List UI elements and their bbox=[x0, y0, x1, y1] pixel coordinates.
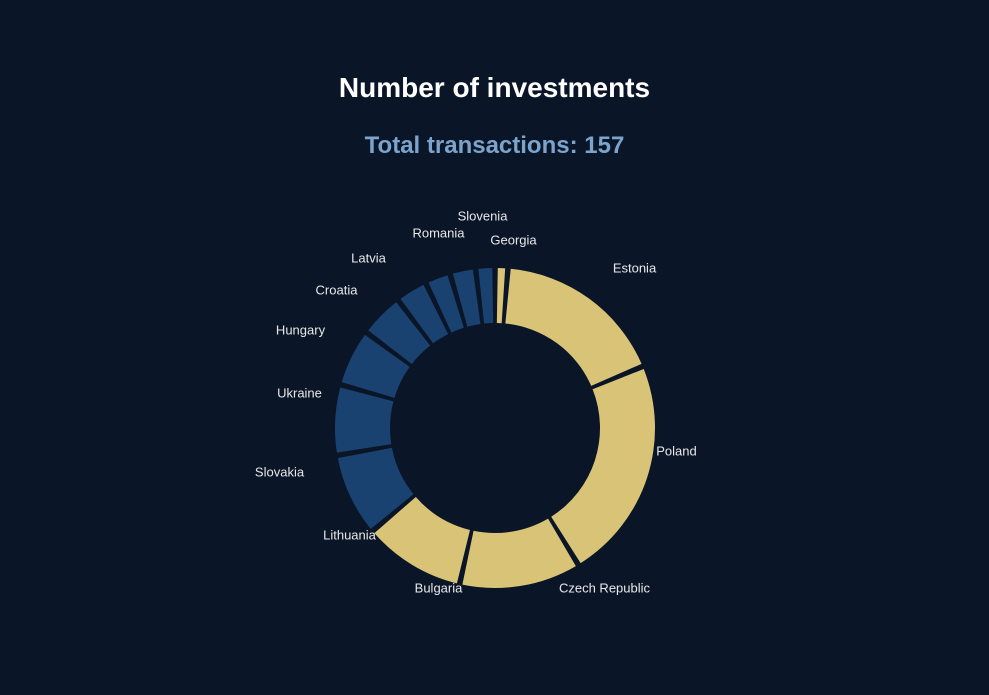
slice-label: Ukraine bbox=[277, 386, 322, 401]
chart-container: Number of investments Total transactions… bbox=[0, 0, 989, 695]
donut-svg bbox=[245, 208, 745, 648]
slice-label: Slovenia bbox=[458, 209, 508, 224]
donut-slice bbox=[335, 387, 393, 452]
slice-label: Hungary bbox=[276, 323, 325, 338]
slice-label: Lithuania bbox=[323, 528, 376, 543]
donut-slice bbox=[505, 269, 641, 386]
donut-slice bbox=[478, 268, 493, 324]
donut-chart: Georgia Estonia Poland Czech Republic Bulgar… bbox=[245, 208, 745, 648]
donut-slice bbox=[462, 519, 576, 588]
chart-title: Number of investments bbox=[339, 72, 650, 104]
slice-label: Slovakia bbox=[255, 465, 304, 480]
slice-label: Croatia bbox=[316, 283, 358, 298]
slice-label: Romania bbox=[412, 226, 464, 241]
slice-label: Estonia bbox=[613, 261, 656, 276]
donut-slice bbox=[551, 369, 655, 563]
donut-slice bbox=[496, 268, 504, 323]
slice-label: Czech Republic bbox=[559, 581, 650, 596]
slice-label: Poland bbox=[656, 444, 696, 459]
slice-label: Latvia bbox=[351, 251, 386, 266]
slice-label: Georgia bbox=[490, 233, 536, 248]
slice-label: Bulgaria bbox=[415, 581, 463, 596]
chart-subtitle: Total transactions: 157 bbox=[365, 132, 625, 160]
